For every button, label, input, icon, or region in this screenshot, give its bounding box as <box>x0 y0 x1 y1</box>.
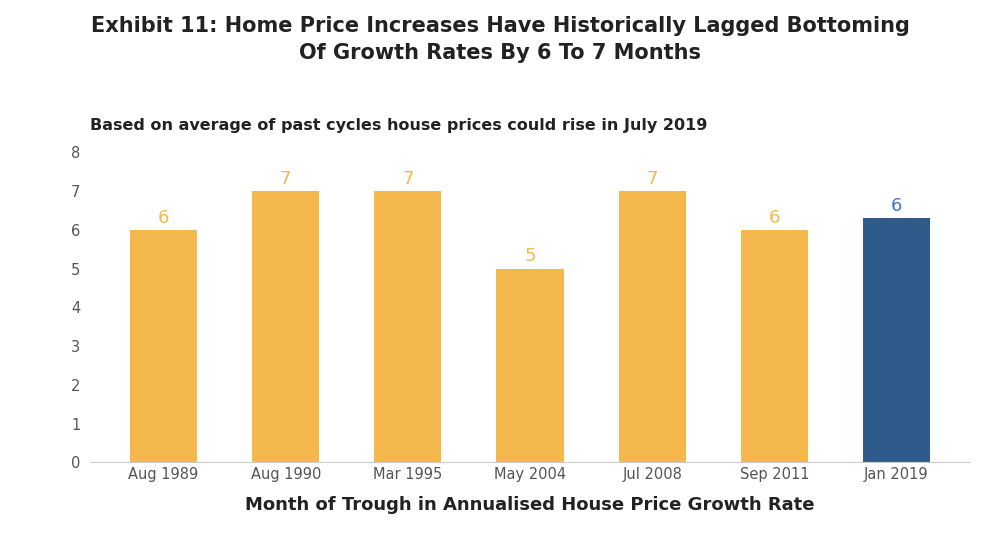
Text: 5: 5 <box>524 248 536 265</box>
Bar <box>252 191 319 462</box>
Bar <box>741 230 808 462</box>
Bar <box>863 218 930 462</box>
Text: Based on average of past cycles house prices could rise in July 2019: Based on average of past cycles house pr… <box>90 118 707 133</box>
Text: Exhibit 11: Home Price Increases Have Historically Lagged Bottoming
Of Growth Ra: Exhibit 11: Home Price Increases Have Hi… <box>91 16 909 63</box>
Text: 6: 6 <box>769 209 780 227</box>
Text: 7: 7 <box>280 170 291 188</box>
Bar <box>496 269 564 462</box>
Text: 7: 7 <box>646 170 658 188</box>
Text: 6: 6 <box>158 209 169 227</box>
Text: 7: 7 <box>402 170 414 188</box>
X-axis label: Month of Trough in Annualised House Price Growth Rate: Month of Trough in Annualised House Pric… <box>245 496 815 514</box>
Text: 6: 6 <box>891 197 902 215</box>
Bar <box>130 230 197 462</box>
Bar <box>374 191 441 462</box>
Bar <box>619 191 686 462</box>
